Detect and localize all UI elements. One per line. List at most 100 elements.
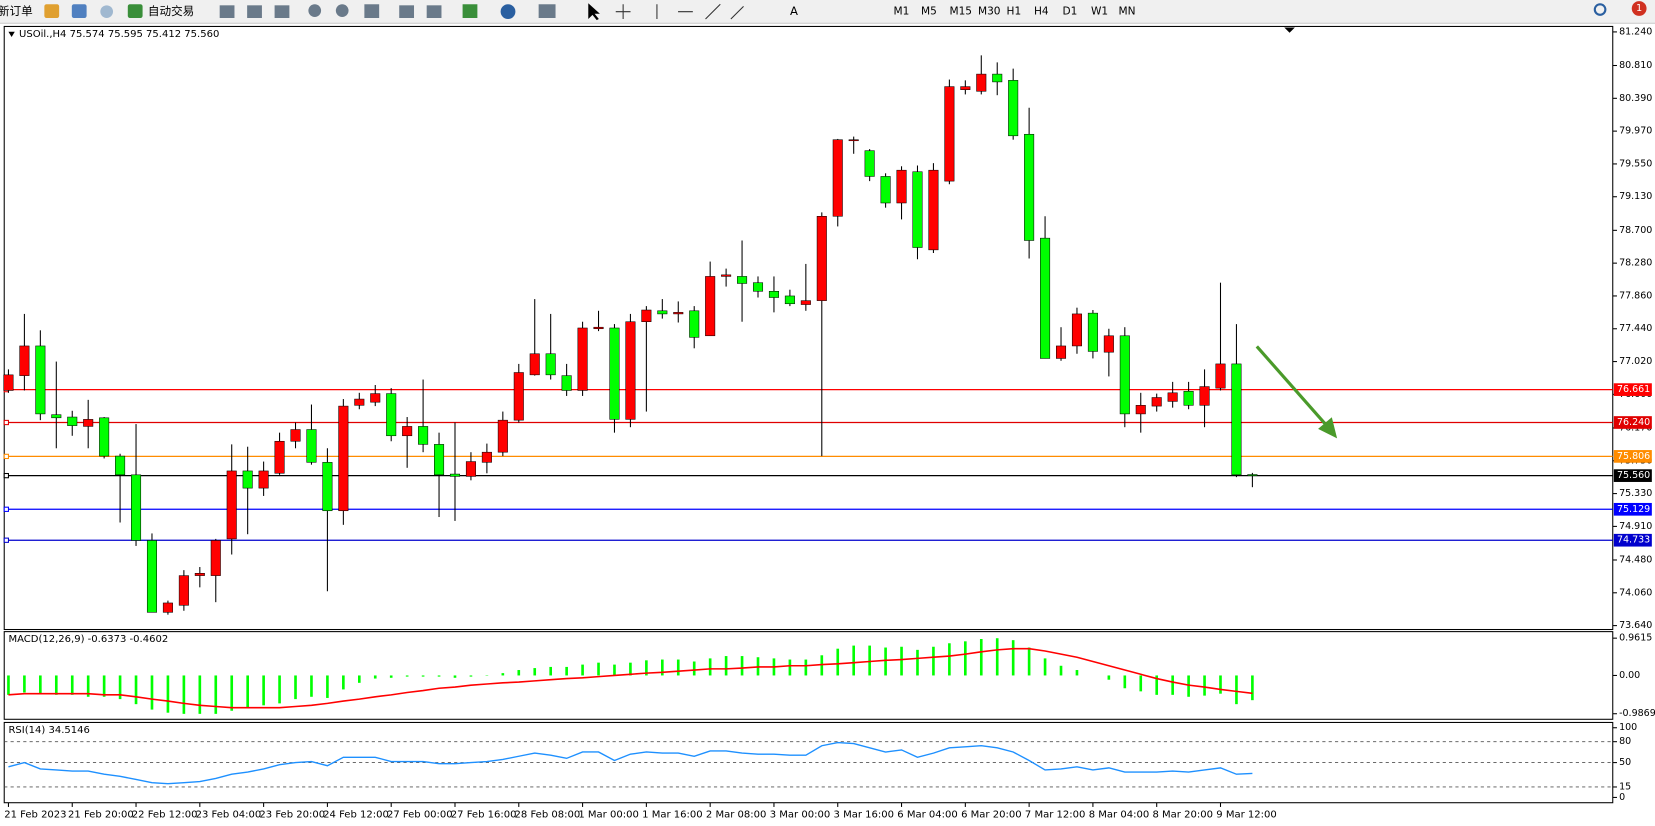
new-order-button[interactable]: 新订单 (0, 4, 33, 18)
x-tick-label: 21 Feb 2023 (4, 809, 66, 820)
candle-body (1183, 390, 1194, 406)
candle-body (752, 282, 764, 292)
candle-body (497, 419, 508, 453)
icon[interactable] (71, 4, 87, 18)
candle-body (226, 470, 237, 540)
timeframe-button[interactable]: M15 (949, 6, 972, 18)
y-tick-label: 75.330 (1619, 488, 1652, 499)
crosshair-icon[interactable] (615, 4, 631, 20)
y-tick-label: 80.810 (1619, 60, 1652, 71)
timeframe-button[interactable]: W1 (1091, 6, 1108, 18)
level-label-bg (1613, 383, 1652, 396)
icon[interactable] (500, 4, 516, 20)
badge[interactable] (1631, 1, 1647, 16)
candle-body (1215, 363, 1226, 389)
candle-body (577, 327, 588, 391)
chart-layer: 81.240 80.810 80.390 79.970 79.550 79.130 78.7… (3, 25, 1655, 820)
icon[interactable] (462, 4, 478, 18)
auto-trade-icon[interactable] (127, 4, 143, 18)
level-label-bg (1613, 502, 1652, 516)
x-tick-label: 1 Mar 16:00 (642, 809, 703, 820)
level-handle (3, 453, 9, 460)
trend-arrow (1255, 345, 1338, 439)
icon[interactable] (308, 4, 322, 17)
timeframe-button[interactable]: H1 (1007, 6, 1022, 18)
candle-body (338, 405, 349, 512)
candle-body (1040, 237, 1051, 359)
search-icon[interactable] (1593, 3, 1607, 16)
x-tick-label: 6 Mar 20:00 (961, 809, 1022, 820)
x-tick-label: 22 Feb 12:00 (132, 809, 198, 820)
icon[interactable] (399, 5, 415, 18)
candle-body (1119, 335, 1130, 415)
signal-line (8, 647, 1253, 709)
y-tick-label: 81.240 (1619, 26, 1652, 37)
y-tick-label: 80.390 (1619, 93, 1652, 104)
panel-title: USOil.,H4 75.574 75.595 75.412 75.560 (19, 29, 219, 40)
candle-body (402, 426, 413, 437)
y-tick-label: 80 (1619, 736, 1631, 747)
badge-count: 1 (1636, 3, 1642, 14)
text-tool[interactable]: A (790, 4, 798, 18)
candle-body (657, 310, 668, 315)
candle-body (67, 416, 78, 426)
candle-body (784, 295, 795, 305)
icon[interactable] (100, 5, 114, 18)
rsi-line (8, 741, 1253, 785)
icon[interactable] (364, 4, 380, 18)
icon[interactable] (44, 4, 60, 18)
timeframe-button[interactable]: M1 (894, 6, 910, 18)
y-tick-label: 74.060 (1619, 587, 1652, 598)
candle-body (465, 461, 476, 477)
candle-body (513, 372, 524, 421)
candle-body (115, 455, 126, 476)
level-label: 75.806 (1617, 451, 1650, 462)
candle-body (194, 573, 205, 576)
candle-body (386, 393, 397, 437)
candle-body (1103, 335, 1114, 353)
candle-body (593, 326, 604, 330)
candle-body (322, 462, 333, 512)
candle-body (418, 426, 429, 445)
y-tick-label: 77.860 (1619, 290, 1652, 301)
shift-marker (1284, 27, 1295, 33)
candle-body (449, 473, 461, 477)
x-tick-label: 28 Feb 08:00 (515, 809, 581, 820)
icon[interactable] (219, 5, 235, 18)
timeframe-button[interactable]: M30 (978, 6, 1001, 18)
x-tick-label: 27 Feb 00:00 (387, 809, 453, 820)
symbol-marker (8, 31, 15, 38)
level-label-bg (1613, 416, 1652, 429)
y-tick-label: 100 (1619, 722, 1637, 733)
icon[interactable] (335, 4, 349, 17)
arrow-head (1318, 417, 1338, 439)
candle-body (3, 374, 14, 391)
candle-body (705, 276, 716, 337)
y-tick-label: 74.480 (1619, 554, 1652, 565)
candle-body (1071, 313, 1082, 347)
icon[interactable] (274, 5, 290, 18)
timeframe-button[interactable]: M5 (921, 6, 937, 18)
candle-body (242, 470, 253, 489)
candle-body (864, 150, 875, 177)
candle-body (290, 429, 301, 442)
y-tick-label: 74.910 (1619, 521, 1652, 532)
timeframe-button[interactable]: H4 (1034, 6, 1049, 18)
icon[interactable] (426, 5, 442, 18)
timeframe-button[interactable]: MN (1118, 6, 1135, 18)
y-tick-label: 0 (1619, 792, 1625, 803)
auto-trade-button[interactable]: 自动交易 (148, 4, 194, 18)
candle-body (721, 274, 732, 277)
icon[interactable] (538, 4, 556, 18)
candle-body (306, 429, 317, 463)
line-icons[interactable] (656, 3, 744, 20)
timeframe-button[interactable]: D1 (1062, 6, 1077, 18)
icon[interactable] (247, 5, 262, 18)
x-tick-label: 1 Mar 00:00 (578, 809, 639, 820)
cursor-icon[interactable] (588, 3, 600, 21)
x-tick-label: 3 Mar 00:00 (770, 809, 831, 820)
candle-body (896, 169, 907, 204)
level-handle (3, 472, 9, 479)
